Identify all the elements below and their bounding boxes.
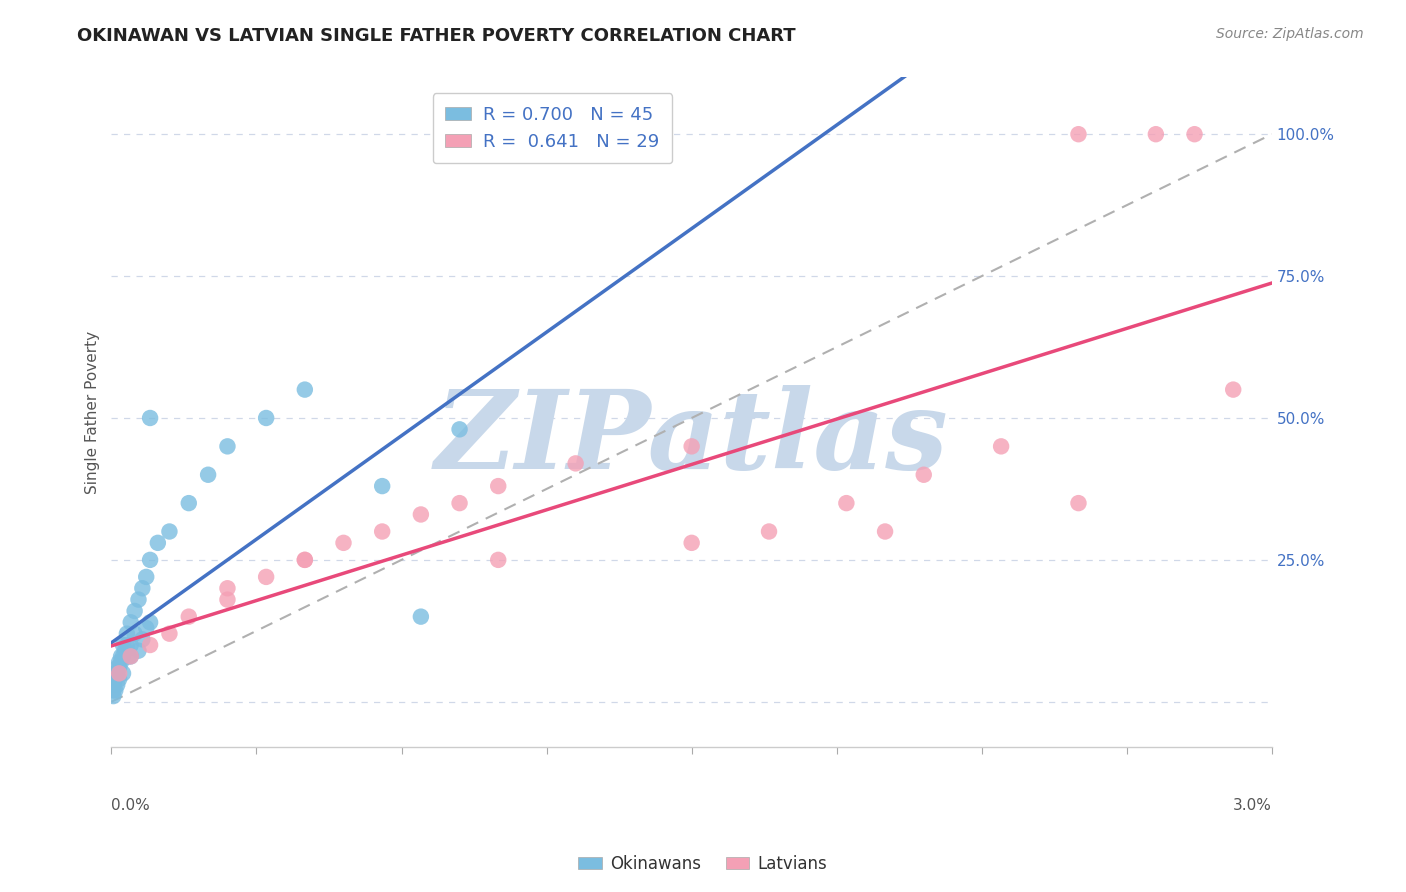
Point [254, 411, 277, 425]
Text: 0.0%: 0.0% [111, 798, 150, 814]
Point [118, 649, 141, 664]
Text: OKINAWAN VS LATVIAN SINGLE FATHER POVERTY CORRELATION CHART: OKINAWAN VS LATVIAN SINGLE FATHER POVERT… [77, 27, 796, 45]
Point [1184, 127, 1206, 141]
Text: 3.0%: 3.0% [1233, 798, 1272, 814]
Point [177, 496, 200, 510]
Point [1144, 127, 1167, 141]
Point [120, 649, 142, 664]
Point [127, 643, 149, 657]
Point [912, 467, 935, 482]
Point [294, 383, 316, 397]
Legend: Okinawans, Latvians: Okinawans, Latvians [572, 848, 834, 880]
Point [1067, 496, 1090, 510]
Point [110, 655, 132, 669]
Point [104, 672, 127, 686]
Point [135, 570, 157, 584]
Point [486, 553, 509, 567]
Point [486, 479, 509, 493]
Point [124, 626, 146, 640]
Point [409, 508, 432, 522]
Point [197, 467, 219, 482]
Point [217, 439, 239, 453]
Point [758, 524, 780, 539]
Point [108, 666, 131, 681]
Point [111, 638, 134, 652]
Point [146, 536, 169, 550]
Point [131, 632, 153, 647]
Point [449, 496, 471, 510]
Point [217, 592, 239, 607]
Point [371, 524, 394, 539]
Point [371, 479, 394, 493]
Point [135, 621, 157, 635]
Point [294, 553, 316, 567]
Point [1222, 383, 1244, 397]
Point [110, 649, 132, 664]
Point [294, 553, 316, 567]
Point [111, 649, 134, 664]
Text: Source: ZipAtlas.com: Source: ZipAtlas.com [1216, 27, 1364, 41]
Point [120, 615, 142, 630]
Point [103, 689, 125, 703]
Point [449, 422, 471, 436]
Point [105, 678, 128, 692]
Point [835, 496, 858, 510]
Point [103, 678, 125, 692]
Point [681, 536, 703, 550]
Text: ZIPatlas: ZIPatlas [434, 385, 949, 493]
Point [108, 661, 131, 675]
Point [105, 661, 128, 675]
Point [104, 683, 127, 698]
Point [139, 553, 162, 567]
Point [104, 666, 127, 681]
Point [131, 581, 153, 595]
Point [108, 655, 131, 669]
Point [114, 643, 136, 657]
Point [120, 638, 142, 652]
Point [332, 536, 354, 550]
Point [111, 666, 134, 681]
Point [409, 609, 432, 624]
Point [124, 604, 146, 618]
Point [254, 570, 277, 584]
Legend: R = 0.700   N = 45, R =  0.641   N = 29: R = 0.700 N = 45, R = 0.641 N = 29 [433, 93, 672, 163]
Y-axis label: Single Father Poverty: Single Father Poverty [86, 331, 100, 494]
Point [105, 666, 128, 681]
Point [681, 439, 703, 453]
Point [873, 524, 896, 539]
Point [120, 649, 142, 664]
Point [103, 683, 125, 698]
Point [139, 638, 162, 652]
Point [177, 609, 200, 624]
Point [159, 524, 181, 539]
Point [564, 456, 586, 470]
Point [115, 626, 138, 640]
Point [127, 592, 149, 607]
Point [115, 638, 138, 652]
Point [159, 626, 181, 640]
Point [108, 672, 131, 686]
Point [1067, 127, 1090, 141]
Point [990, 439, 1012, 453]
Point [139, 615, 162, 630]
Point [139, 411, 162, 425]
Point [217, 581, 239, 595]
